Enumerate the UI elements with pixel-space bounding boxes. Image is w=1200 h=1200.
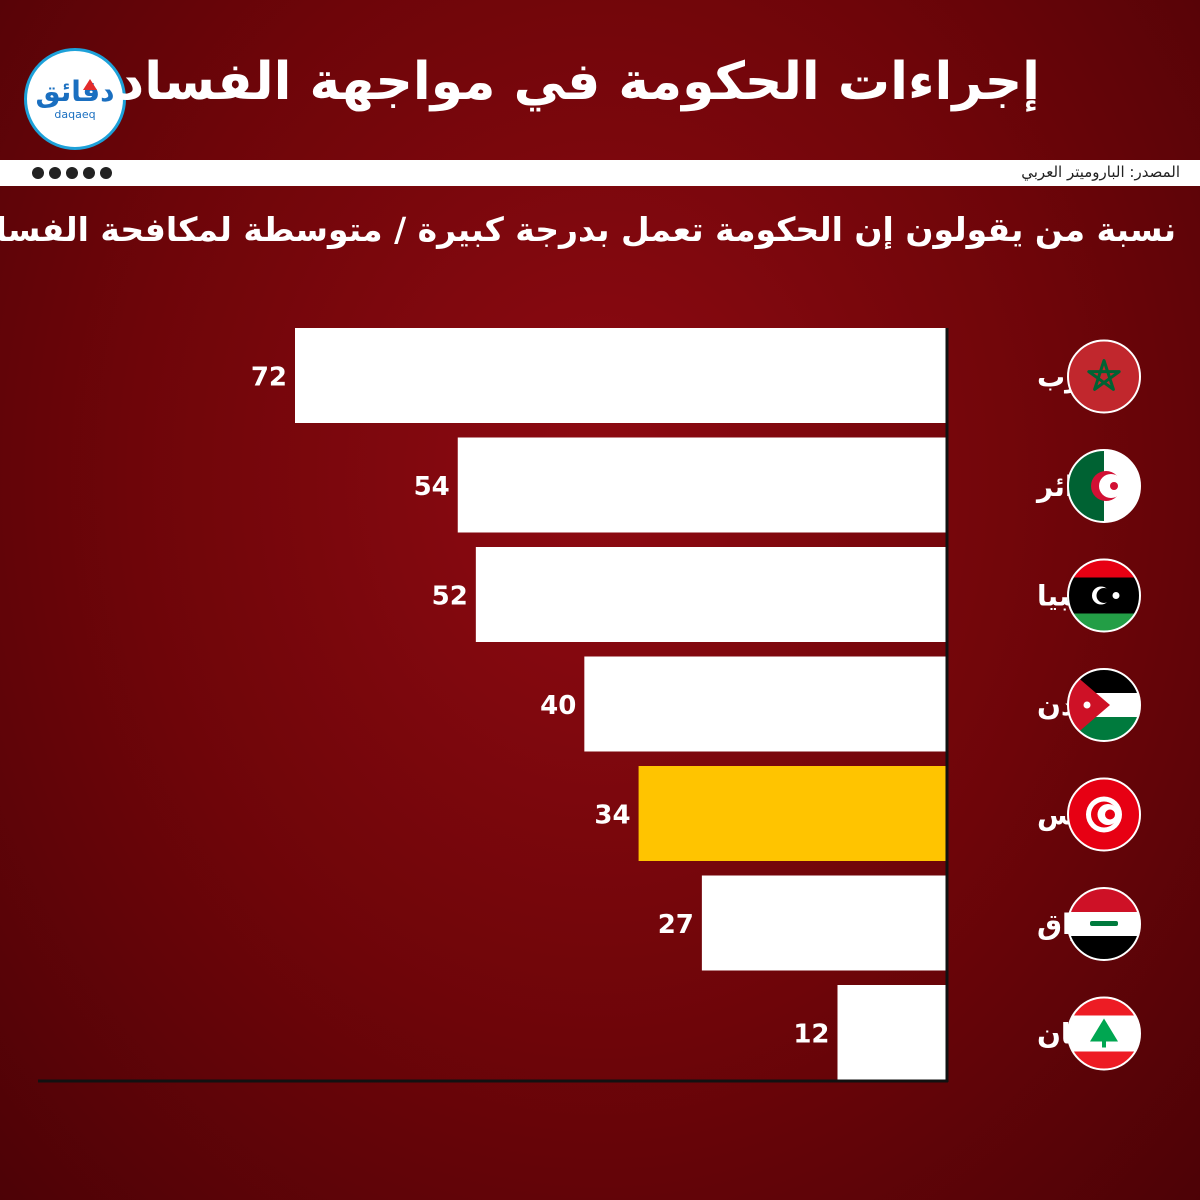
value-label: 54 <box>414 472 450 502</box>
bar <box>837 985 946 1080</box>
value-label: 34 <box>594 801 630 831</box>
instagram-icon[interactable] <box>49 167 61 179</box>
bar <box>701 875 946 971</box>
bar <box>475 547 946 642</box>
value-label: 72 <box>251 363 287 393</box>
value-label: 12 <box>793 1020 829 1050</box>
value-label: 40 <box>540 691 576 721</box>
twitter-icon[interactable] <box>83 167 95 179</box>
value-label: 52 <box>432 582 468 612</box>
logo-text-ar: دقائق <box>35 74 115 108</box>
tunisia-flag-icon <box>1067 777 1141 852</box>
logo-arrow-icon <box>83 79 97 90</box>
value-label: 27 <box>658 910 694 940</box>
bar <box>295 328 946 423</box>
source-text: المصدر: الباروميتر العربي <box>1021 163 1180 181</box>
logo-text-en: daqaeq <box>54 107 96 121</box>
morocco-flag-icon <box>1067 339 1141 414</box>
facebook-icon[interactable] <box>32 167 44 179</box>
algeria-flag-icon <box>1067 449 1141 523</box>
source-bar: المصدر: الباروميتر العربي <box>0 160 1200 186</box>
bar <box>457 437 946 533</box>
page-title: إجراءات الحكومة في مواجهة الفساد <box>117 52 1040 112</box>
libya-flag-icon <box>1067 558 1141 633</box>
bar <box>638 766 946 861</box>
lebanon-flag-icon <box>1067 996 1141 1071</box>
jordan-flag-icon <box>1067 668 1141 742</box>
telegram-icon[interactable] <box>100 167 112 179</box>
youtube-icon[interactable] <box>66 167 78 179</box>
brand-logo[interactable]: دقائق daqaeq <box>24 48 126 150</box>
social-icons <box>32 167 112 179</box>
bar <box>584 656 946 752</box>
iraq-flag-icon <box>1067 887 1141 961</box>
chart-title: نسبة من يقولون إن الحكومة تعمل بدرجة كبي… <box>0 210 1176 249</box>
